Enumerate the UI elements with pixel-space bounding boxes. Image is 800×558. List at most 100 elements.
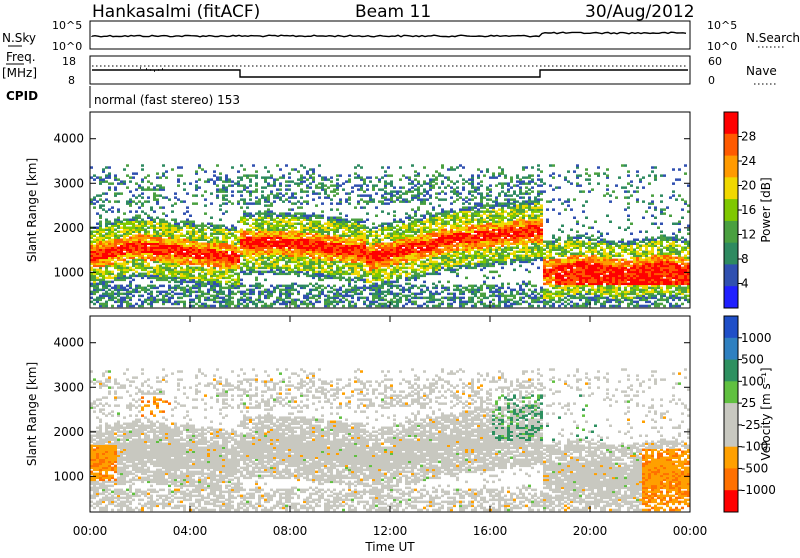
- power-cell: [366, 219, 369, 222]
- power-cell: [213, 180, 216, 183]
- power-cell: [462, 178, 465, 181]
- power-cell: [270, 285, 273, 288]
- power-cell: [291, 215, 294, 218]
- power-cell: [258, 271, 261, 274]
- power-cell: [96, 212, 99, 215]
- power-cell: [210, 267, 213, 270]
- power-cell: [267, 204, 270, 207]
- power-cell: [405, 212, 408, 215]
- power-cell: [405, 271, 408, 274]
- power-cell: [282, 271, 285, 274]
- power-cell: [123, 293, 126, 296]
- power-cell: [132, 295, 135, 298]
- power-cell: [210, 217, 213, 220]
- power-cell: [120, 285, 123, 288]
- power-cell: [423, 194, 426, 197]
- power-cell: [180, 301, 183, 304]
- power-cell: [438, 249, 441, 252]
- power-cell: [225, 198, 228, 201]
- power-cell: [171, 219, 174, 222]
- power-cell: [114, 186, 117, 189]
- power-cell: [222, 184, 225, 187]
- power-cell: [210, 239, 213, 242]
- power-cell: [378, 235, 381, 238]
- power-cell: [351, 279, 354, 282]
- power-cell: [183, 235, 186, 238]
- power-cell: [381, 279, 384, 282]
- power-cell: [414, 285, 417, 288]
- power-cell: [195, 194, 198, 197]
- power-cell: [426, 259, 429, 262]
- power-cell: [159, 265, 162, 268]
- power-cell: [300, 202, 303, 205]
- power-cell: [459, 208, 462, 211]
- power-cell: [315, 287, 318, 290]
- power-cell: [273, 219, 276, 222]
- power-cell: [93, 231, 96, 234]
- power-cell: [396, 285, 399, 288]
- power-cell: [228, 178, 231, 181]
- power-cell: [249, 229, 252, 232]
- power-cell: [108, 289, 111, 292]
- power-cell: [267, 263, 270, 266]
- power-cell: [381, 275, 384, 278]
- power-cell: [201, 194, 204, 197]
- power-cell: [255, 170, 258, 173]
- power-cell: [423, 215, 426, 218]
- power-cell: [381, 269, 384, 272]
- power-cell: [201, 168, 204, 171]
- power-cell: [159, 291, 162, 294]
- power-cell: [108, 281, 111, 284]
- power-cell: [414, 293, 417, 296]
- power-cell: [390, 259, 393, 262]
- power-cell: [150, 188, 153, 191]
- power-cell: [129, 291, 132, 294]
- power-cell: [171, 168, 174, 171]
- power-cell: [258, 283, 261, 286]
- power-cell: [348, 221, 351, 224]
- power-cell: [249, 202, 252, 205]
- power-cell: [363, 225, 366, 228]
- power-cell: [99, 279, 102, 282]
- power-cell: [291, 269, 294, 272]
- power-cell: [102, 192, 105, 195]
- power-cell: [195, 237, 198, 240]
- power-cell: [474, 263, 477, 266]
- power-cell: [132, 172, 135, 175]
- power-cell: [441, 174, 444, 177]
- power-cell: [126, 227, 129, 230]
- power-cell: [342, 295, 345, 298]
- power-cell: [387, 273, 390, 276]
- power-cell: [300, 164, 303, 167]
- power-cell: [297, 170, 300, 173]
- power-cell: [444, 229, 447, 232]
- power-cell: [462, 166, 465, 169]
- power-cell: [105, 301, 108, 304]
- power-cell: [426, 182, 429, 185]
- power-cell: [237, 190, 240, 193]
- power-cell: [246, 219, 249, 222]
- power-cell: [393, 267, 396, 270]
- power-cell: [366, 297, 369, 300]
- power-cell: [303, 239, 306, 242]
- power-cell: [474, 303, 477, 306]
- power-cell: [258, 291, 261, 294]
- power-cell: [456, 269, 459, 272]
- power-cell: [147, 227, 150, 230]
- power-cell: [159, 285, 162, 288]
- power-cell: [273, 200, 276, 203]
- power-cell: [198, 178, 201, 181]
- power-cell: [243, 168, 246, 171]
- power-cell: [117, 208, 120, 211]
- power-cell: [393, 215, 396, 218]
- power-cell: [300, 221, 303, 224]
- power-cell: [384, 235, 387, 238]
- power-cell: [114, 285, 117, 288]
- power-cell: [345, 279, 348, 282]
- power-cell: [354, 184, 357, 187]
- power-cell: [384, 295, 387, 298]
- power-cell: [360, 291, 363, 294]
- power-cell: [192, 194, 195, 197]
- power-cell: [264, 251, 267, 254]
- power-cell: [291, 180, 294, 183]
